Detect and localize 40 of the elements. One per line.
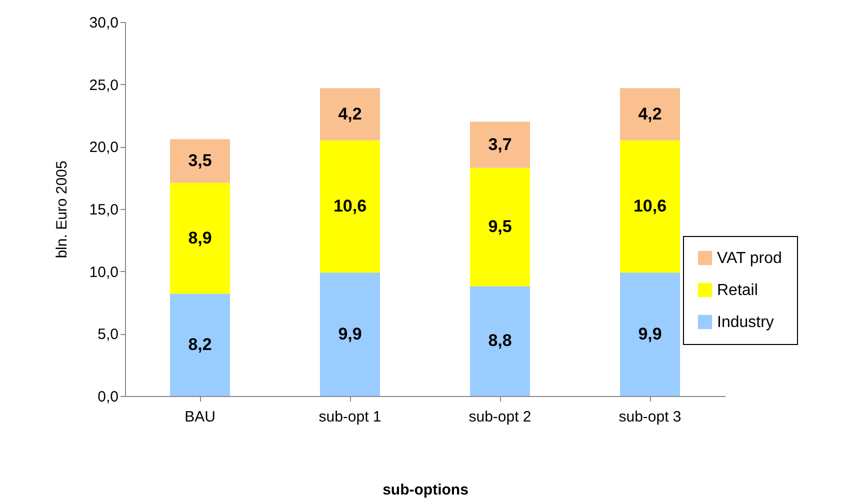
bar <box>320 272 380 396</box>
y-tick-label: 10,0 <box>89 264 118 281</box>
y-tick-label: 20,0 <box>89 139 118 156</box>
data-label: 9,9 <box>638 324 662 344</box>
bar <box>320 88 380 140</box>
bar <box>170 294 230 396</box>
data-label: 4,2 <box>638 104 662 124</box>
data-label: 3,7 <box>488 134 512 154</box>
x-tick-label: sub-opt 1 <box>318 408 382 426</box>
bar <box>620 88 680 140</box>
y-tick-label: 0,0 <box>98 388 118 406</box>
data-label: 8,8 <box>488 331 512 350</box>
bar <box>170 182 230 294</box>
x-tick-label: BAU <box>184 408 216 426</box>
y-tick-label: 5,0 <box>98 326 118 344</box>
bar <box>470 286 530 396</box>
legend-label: Industry <box>717 314 774 331</box>
bar <box>620 140 680 273</box>
x-tick-label: sub-opt 2 <box>468 408 532 426</box>
data-label: 3,5 <box>188 151 212 170</box>
legend-label: VAT prod <box>717 250 782 267</box>
y-tick-label: 25,0 <box>89 76 118 94</box>
data-label: 8,2 <box>188 334 212 354</box>
data-label: 4,2 <box>338 104 362 124</box>
data-label: 10,6 <box>633 196 667 216</box>
data-label: 9,9 <box>338 324 362 344</box>
x-tick-label: sub-opt 3 <box>618 408 682 426</box>
data-label: 8,9 <box>188 228 212 248</box>
x-axis-title: sub-options <box>382 482 468 498</box>
bar <box>320 140 380 273</box>
bar <box>470 122 530 168</box>
y-axis-title: bln. Euro 2005 <box>53 160 70 258</box>
bar <box>470 168 530 286</box>
bar <box>620 272 680 396</box>
bar <box>170 139 230 183</box>
y-tick-label: 30,0 <box>89 14 118 32</box>
legend-label: Retail <box>717 282 758 299</box>
data-label: 10,6 <box>333 196 367 216</box>
y-tick-label: 15,0 <box>89 202 118 218</box>
data-label: 9,5 <box>488 217 512 236</box>
